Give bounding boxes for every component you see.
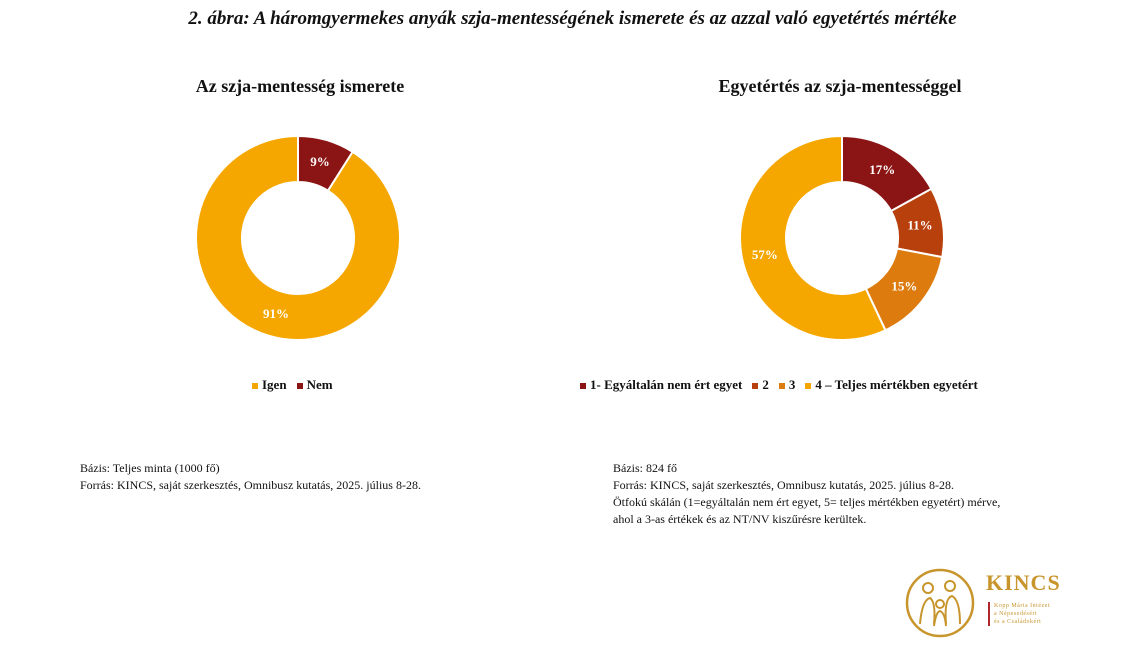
logo-subtitle-line: a Népesedésért — [994, 611, 1038, 617]
slice-label: 15% — [891, 278, 917, 293]
left-source-notes: Bázis: Teljes minta (1000 fő) Forrás: KI… — [80, 460, 421, 494]
legend-label: 4 – Teljes mértékben egyetért — [815, 377, 978, 392]
legend-swatch — [580, 383, 586, 390]
right-legend: 1- Egyáltalán nem ért egyet 2 3 4 – Teljes … — [580, 377, 988, 393]
logo-name: KINCS — [986, 570, 1061, 595]
legend-label: Igen — [262, 377, 287, 392]
family-emblem-icon — [905, 568, 975, 638]
legend-label: 3 — [788, 377, 796, 392]
legend-item: Nem — [296, 377, 333, 393]
legend-item: 3 — [778, 377, 796, 393]
donut-slice — [195, 134, 401, 341]
donut-slice — [739, 134, 887, 341]
legend-item: 2 — [752, 377, 769, 393]
legend-item: Igen — [252, 377, 287, 393]
source-note: Forrás: KINCS, saját szerkesztés, Omnibu… — [80, 478, 421, 492]
base-note: Bázis: Teljes minta (1000 fő) — [80, 461, 220, 475]
legend-swatch — [778, 383, 785, 390]
logo-subtitle-line: Kopp Mária Intézet — [994, 603, 1050, 609]
base-note: Bázis: 824 fő — [613, 461, 677, 475]
right-source-notes: Bázis: 824 fő Forrás: KINCS, saját szerk… — [613, 460, 1013, 528]
figure-title: 2. ábra: A háromgyermekes anyák szja-men… — [188, 8, 957, 29]
legend-item: 1- Egyáltalán nem ért egyet — [580, 377, 742, 393]
left-legend: Igen Nem — [252, 377, 343, 393]
logo-subtitle-line: és a Családokért — [994, 619, 1042, 625]
right-chart-title: Egyetértés az szja-mentességgel — [718, 76, 962, 96]
legend-label: 1- Egyáltalán nem ért egyet — [590, 377, 743, 392]
left-chart-title: Az szja-mentesség ismerete — [195, 76, 405, 96]
legend-label: Nem — [306, 377, 333, 392]
kincs-logo: KINCS Kopp Mária Intézet a Népesedésért … — [900, 566, 1100, 640]
legend-swatch — [805, 383, 812, 390]
slice-label: 17% — [869, 162, 895, 177]
legend-swatch — [296, 383, 303, 390]
logo-subtitle: Kopp Mária Intézet a Népesedésért és a C… — [988, 602, 1050, 626]
legend-swatch — [752, 383, 759, 390]
slice-label: 11% — [907, 218, 932, 233]
slice-label: 9% — [310, 154, 330, 169]
slice-label: 57% — [752, 247, 778, 262]
method-note: Ötfokú skálán (1=egyáltalán nem ért egye… — [613, 495, 1001, 526]
agreement-donut-chart: 17% 11% 15% 57% — [739, 134, 945, 341]
knowledge-donut-chart: 9% 91% — [195, 134, 401, 341]
slice-label: 91% — [263, 306, 289, 321]
legend-label: 2 — [762, 377, 769, 392]
legend-item: 4 – Teljes mértékben egyetért — [805, 377, 978, 393]
source-note: Forrás: KINCS, saját szerkesztés, Omnibu… — [613, 478, 954, 492]
legend-swatch — [252, 383, 258, 390]
